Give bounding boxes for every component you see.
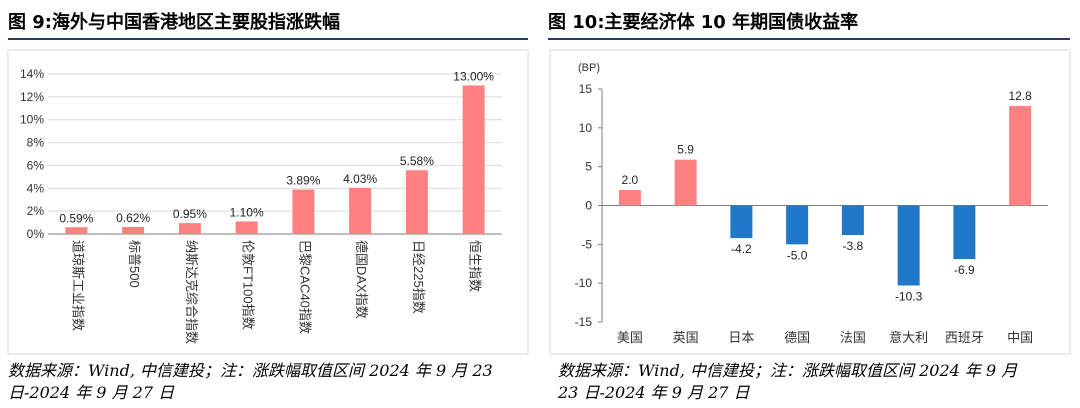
left-bar xyxy=(292,189,315,234)
right-bar-value-label: -3.8 xyxy=(843,239,864,253)
left-bar xyxy=(349,187,372,234)
right-y-tick-label: 15 xyxy=(579,82,593,96)
right-bar-value-label: 5.9 xyxy=(677,143,694,157)
left-chart: 0% 2% 4% 6% 8% 10% 12% 14% 0.59% 道琼斯工业指数 0.62% 标普50… xyxy=(7,49,529,355)
right-bar xyxy=(953,205,976,260)
right-x-tick-label: 德国 xyxy=(784,330,810,345)
right-bar-value-label: -4.2 xyxy=(731,242,752,256)
left-plot-frame xyxy=(7,49,529,355)
right-x-tick-label: 美国 xyxy=(617,330,643,345)
right-x-tick-label: 中国 xyxy=(1007,330,1033,345)
left-x-tick-label: 德国DAX指数 xyxy=(354,240,369,319)
left-bar-value-label: 4.03% xyxy=(343,172,377,186)
right-bar xyxy=(841,205,864,236)
right-x-tick-label: 英国 xyxy=(673,330,699,345)
right-bar xyxy=(730,205,753,239)
right-y-tick-label: -5 xyxy=(581,237,592,251)
right-y-tick-label: -10 xyxy=(575,276,593,290)
left-x-tick-label: 标普500 xyxy=(127,240,142,288)
right-y-tick-label: -15 xyxy=(575,315,593,329)
left-y-tick-label: 2% xyxy=(27,204,45,218)
left-title-rule xyxy=(8,38,528,40)
left-bar xyxy=(462,85,485,234)
right-title-rule xyxy=(548,38,1070,40)
right-x-tick-label: 西班牙 xyxy=(945,330,984,345)
right-plot-frame xyxy=(549,49,1071,355)
right-chart: (BP) -15 -10 -5 0 5 10 15 2.0 美国 5.9 英国 -4.2 日本 -5.0 德国… xyxy=(549,49,1071,355)
left-bar xyxy=(405,170,428,234)
right-y-tick-label: 0 xyxy=(585,199,592,213)
right-bar-value-label: 2.0 xyxy=(622,173,639,187)
left-bar-value-label: 5.58% xyxy=(400,154,434,168)
right-unit-label: (BP) xyxy=(578,62,600,74)
right-bar-value-label: -5.0 xyxy=(787,248,808,262)
left-y-tick-label: 10% xyxy=(20,113,44,127)
left-bar-value-label: 13.00% xyxy=(453,69,494,83)
right-y-tick-label: 10 xyxy=(579,121,593,135)
right-x-tick-label: 法国 xyxy=(840,330,866,345)
left-y-tick-label: 8% xyxy=(27,136,45,150)
right-x-tick-label: 日本 xyxy=(728,330,754,345)
right-source-note: 数据来源：Wind, 中信建投；注：涨跌幅取值区间 2024 年 9 月 23 … xyxy=(558,360,1017,404)
right-bar-value-label: -6.9 xyxy=(954,263,975,277)
left-x-tick-label: 道琼斯工业指数 xyxy=(70,240,85,331)
left-bar-value-label: 0.59% xyxy=(59,211,93,225)
left-y-tick-label: 6% xyxy=(27,158,45,172)
left-y-tick-label: 4% xyxy=(27,181,45,195)
left-chart-title: 图 9:海外与中国香港地区主要股指涨跌幅 xyxy=(8,12,340,33)
right-source-line-1: 数据来源：Wind, 中信建投；注：涨跌幅取值区间 2024 年 9 月 xyxy=(558,361,1018,380)
left-x-tick-label: 伦敦FT100指数 xyxy=(241,240,256,330)
right-bar-value-label: -10.3 xyxy=(895,289,923,303)
left-bar xyxy=(65,227,88,234)
right-bar xyxy=(1009,106,1032,206)
left-bar xyxy=(235,221,258,234)
left-bar xyxy=(178,223,201,234)
left-y-tick-label: 14% xyxy=(20,67,44,81)
right-bar xyxy=(786,205,809,245)
right-y-tick-label: 5 xyxy=(585,160,592,174)
left-source-line-1: 数据来源：Wind, 中信建投；注：涨跌幅取值区间 2024 年 9 月 23 xyxy=(8,361,493,380)
left-panel: 图 9:海外与中国香港地区主要股指涨跌幅 0% 2% 4% 6% 8% 10% 12% 14%… xyxy=(7,12,529,404)
right-bar-value-label: 12.8 xyxy=(1008,89,1032,103)
right-x-tick-label: 意大利 xyxy=(889,330,928,345)
right-chart-title: 图 10:主要经济体 10 年期国债收益率 xyxy=(548,12,859,33)
left-bar xyxy=(122,226,145,234)
left-y-tick-label: 0% xyxy=(27,227,45,241)
right-source-line-2: 23 日-2024 年 9 月 27 日 xyxy=(558,383,750,402)
left-x-tick-label: 纳斯达克综合指数 xyxy=(184,240,199,344)
left-source-note: 数据来源：Wind, 中信建投；注：涨跌幅取值区间 2024 年 9 月 23 … xyxy=(8,360,493,404)
left-bar-value-label: 0.62% xyxy=(116,211,150,225)
left-bar-value-label: 0.95% xyxy=(173,207,207,221)
left-x-tick-label: 恒生指数 xyxy=(468,240,483,292)
left-y-tick-label: 12% xyxy=(20,90,44,104)
left-source-line-2: 日-2024 年 9 月 27 日 xyxy=(8,383,175,402)
left-x-tick-label: 日经225指数 xyxy=(411,240,426,314)
left-bar-value-label: 3.89% xyxy=(286,174,320,188)
right-panel: 图 10:主要经济体 10 年期国债收益率 (BP) -15 -10 -5 0 5 10 15… xyxy=(540,0,1080,408)
right-bar xyxy=(674,159,697,206)
right-bar xyxy=(897,205,920,286)
right-bar xyxy=(618,189,641,206)
left-x-tick-label: 巴黎CAC40指数 xyxy=(297,240,312,334)
left-bar-value-label: 1.10% xyxy=(230,205,264,219)
